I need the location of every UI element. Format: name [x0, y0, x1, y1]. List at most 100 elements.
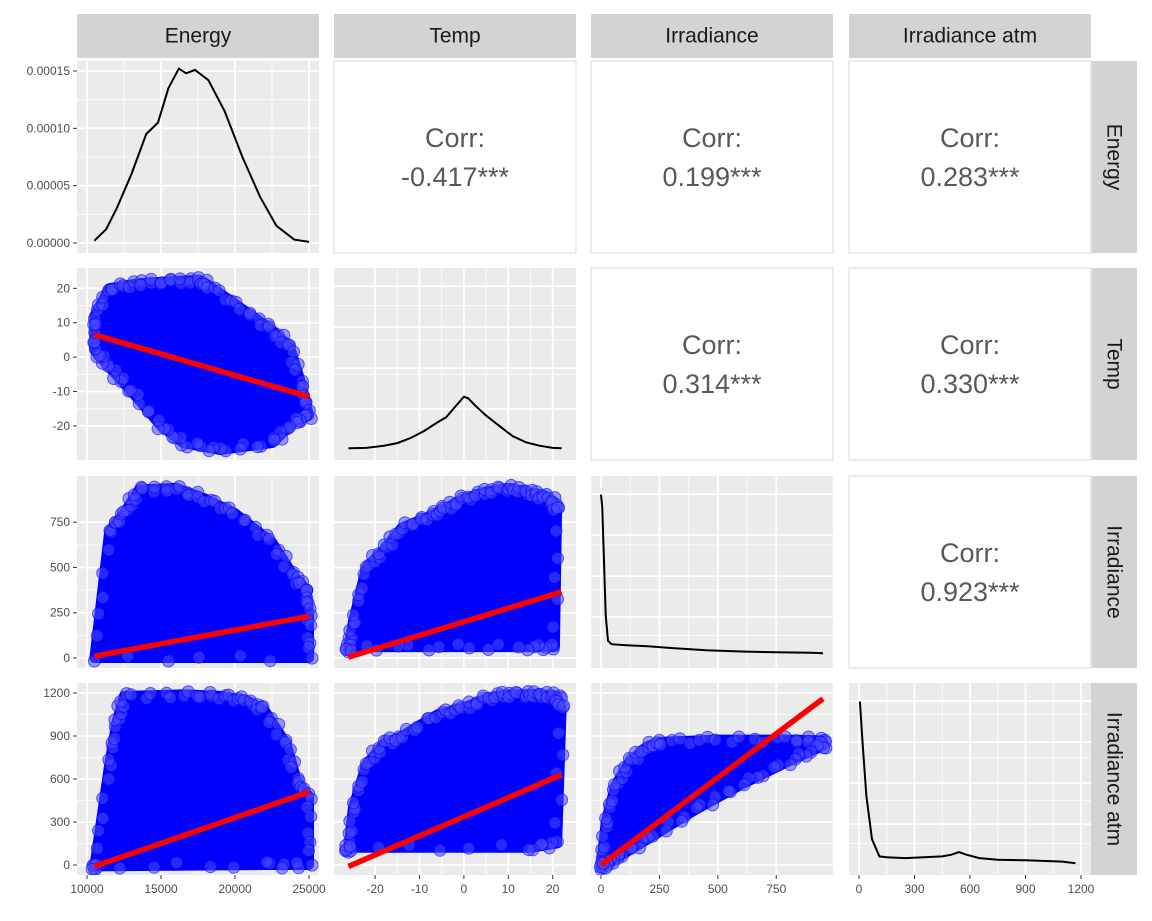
- scatter-point: [495, 838, 508, 852]
- scatter-point: [170, 856, 184, 870]
- y-tick-label: -10: [53, 385, 71, 399]
- x-tick-label: 250: [649, 882, 669, 896]
- scatter-point: [778, 730, 792, 744]
- column-strip-bg: [591, 14, 833, 58]
- scatter-point: [262, 532, 276, 546]
- x-tick-label: 15000: [144, 882, 178, 896]
- panel-marks: [85, 685, 319, 875]
- scatter-point: [124, 688, 138, 702]
- panel-irradiance-atm-vs-energy: [77, 683, 319, 875]
- x-tick-label: 0: [856, 882, 863, 896]
- panel-energy-vs-irradiance: Corr: 0.199***: [590, 60, 834, 254]
- scatter-point: [659, 824, 673, 838]
- panel-marks: [87, 480, 319, 668]
- scatter-point: [767, 760, 781, 774]
- scatter-point: [422, 643, 436, 657]
- x-tick-label: 0: [598, 882, 605, 896]
- correlation-panel-bg: [848, 267, 1092, 461]
- correlation-label: Corr:: [940, 538, 1000, 568]
- scatter-point: [233, 649, 247, 663]
- x-tick-label: 10: [502, 882, 516, 896]
- scatter-point: [135, 482, 149, 495]
- scatter-point: [192, 650, 206, 664]
- scatter-point: [550, 501, 564, 515]
- correlation-value: -0.417***: [401, 162, 510, 192]
- scatter-point: [267, 433, 281, 447]
- scatter-point: [790, 734, 804, 748]
- x-tick-label: -20: [366, 882, 384, 896]
- y-axis-irradiance: 0 250 500 750: [50, 515, 77, 665]
- x-tick-label: 20000: [218, 882, 252, 896]
- scatter-point: [238, 513, 252, 527]
- scatter-point: [260, 855, 274, 869]
- scatter-point: [225, 507, 239, 521]
- x-tick-label: 20: [546, 882, 560, 896]
- density-curve-irradiance: [600, 494, 824, 655]
- row-strip-bg: [1091, 61, 1137, 253]
- column-strip-energy: Energy: [77, 14, 319, 58]
- scatter-point: [347, 608, 360, 622]
- y-tick-label: 500: [50, 560, 70, 574]
- scatter-point: [147, 860, 161, 874]
- scatter-point: [204, 860, 217, 874]
- scatter-point: [272, 717, 286, 731]
- x-tick-label: 600: [960, 882, 980, 896]
- panel-background: [591, 476, 833, 668]
- correlation-panel-bg: [590, 267, 834, 461]
- row-strip-label: Energy: [1103, 124, 1126, 191]
- row-strip-bg: [1091, 476, 1137, 668]
- regression-line: [93, 332, 310, 400]
- scatter-point: [113, 861, 127, 875]
- column-strip-bg: [849, 14, 1091, 58]
- scatter-point: [290, 856, 304, 870]
- correlation-panel-bg: [333, 60, 577, 254]
- regression-line: [93, 613, 310, 659]
- row-strip-label: Irradiance: [1103, 525, 1126, 618]
- x-tick-label: 900: [1015, 882, 1035, 896]
- panel-irradiance-vs-temp: [334, 476, 576, 668]
- y-axis-irradiance-atm: 0 300 600 900 1200: [43, 686, 77, 872]
- scatter-point: [262, 320, 276, 334]
- x-tick-label: 300: [904, 882, 924, 896]
- column-strip-bg: [77, 14, 319, 58]
- row-strip-irradiance: Irradiance: [1091, 476, 1137, 668]
- scatter-point: [102, 753, 116, 767]
- correlation-label: Corr:: [425, 123, 485, 153]
- scatter-point: [287, 345, 301, 359]
- panel-temp-vs-irradiance-atm: Corr: 0.330***: [848, 267, 1092, 461]
- scatter-point: [722, 784, 735, 798]
- scatter-point: [90, 841, 104, 855]
- scatter-point: [347, 796, 360, 810]
- y-tick-label: 10: [57, 316, 71, 330]
- scatter-point: [675, 814, 689, 828]
- x-tick-label: 750: [766, 882, 786, 896]
- column-strip-label: Temp: [429, 25, 480, 48]
- density-curve-temp: [348, 395, 562, 450]
- row-strip-temp: Temp: [1091, 268, 1137, 460]
- scatter-point: [462, 641, 476, 655]
- x-axis-temp: -20 -10 0 10 20: [366, 875, 560, 896]
- panel-marks: [339, 478, 566, 660]
- scatter-point: [737, 778, 751, 792]
- correlation-label: Corr:: [940, 330, 1000, 360]
- y-axis-temp: -20 -10 0 10 20: [53, 281, 77, 433]
- scatter-point: [96, 791, 110, 805]
- x-tick-label: 25000: [292, 882, 326, 896]
- column-strip-temp: Temp: [334, 14, 576, 58]
- row-strip-label: Temp: [1103, 338, 1126, 389]
- scatter-point: [556, 748, 570, 762]
- scatter-point: [96, 811, 110, 825]
- scatter-point: [284, 761, 298, 774]
- panel-irradiance-atm-vs-irradiance-atm: [849, 683, 1091, 875]
- y-tick-label: 0.00015: [27, 64, 71, 78]
- panel-energy-vs-irradiance-atm: Corr: 0.283***: [848, 60, 1092, 254]
- y-tick-label: -20: [53, 419, 71, 433]
- correlation-panel-bg: [848, 60, 1092, 254]
- regression-line: [347, 589, 563, 660]
- scatter-point: [162, 654, 175, 668]
- regression-line: [93, 789, 310, 870]
- y-tick-label: 0.00000: [27, 236, 71, 250]
- panel-marks: [93, 67, 310, 243]
- scatter-point: [548, 816, 562, 830]
- scatter-point: [108, 732, 122, 746]
